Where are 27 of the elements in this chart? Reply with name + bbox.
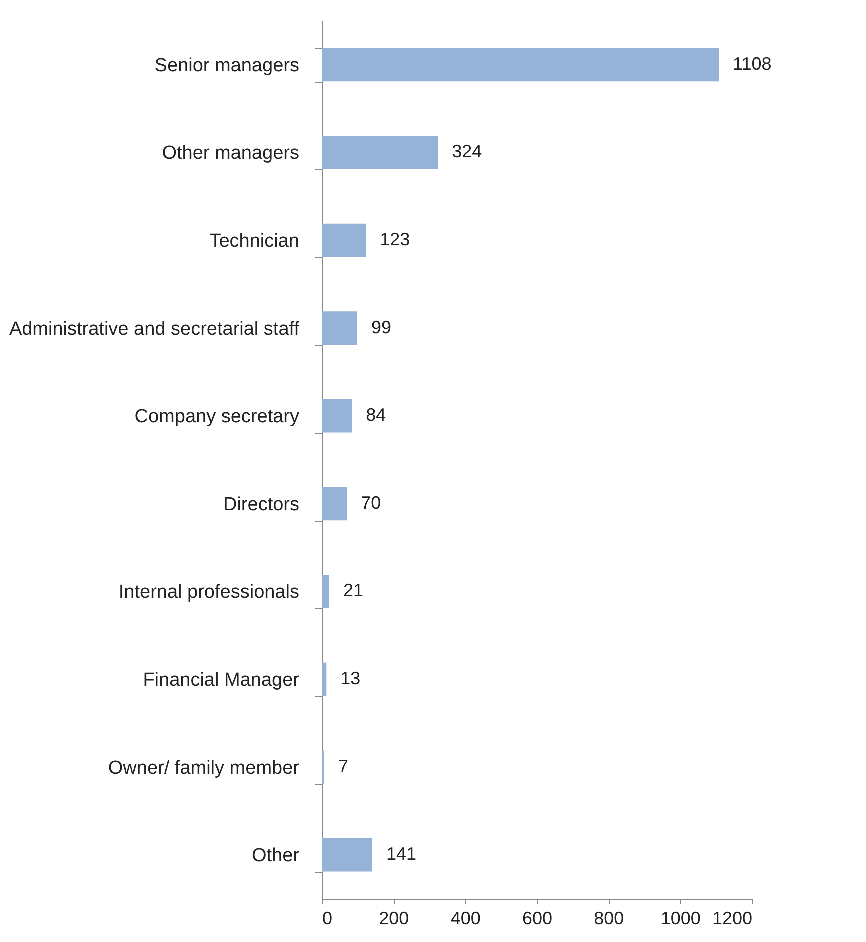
data-label: 324: [452, 142, 482, 162]
y-tick-label: Directors: [223, 494, 300, 516]
x-tick-label: 600: [522, 908, 553, 928]
x-tick-label: 400: [450, 908, 481, 928]
y-tick-label: Administrative and secretarial staff: [9, 318, 300, 340]
data-label: 21: [344, 580, 364, 601]
y-tick-label: Internal professionals: [118, 582, 300, 604]
y-tick-label: Other managers: [162, 143, 300, 164]
y-tick-label: Owner/ family member: [108, 758, 300, 779]
y-tick-label: Senior managers: [154, 55, 300, 76]
y-tick-label: Company secretary: [134, 406, 300, 428]
data-label: 141: [386, 844, 417, 864]
data-label: 123: [380, 230, 410, 250]
data-label: 1108: [733, 54, 772, 74]
x-tick-label: 1000: [660, 908, 701, 928]
y-tick-label: Technician: [210, 231, 300, 252]
data-label: 13: [340, 668, 361, 688]
data-label: 99: [371, 317, 392, 338]
y-tick-label: Financial Manager: [143, 670, 300, 691]
x-tick-label: 0: [322, 908, 333, 928]
data-label: 70: [361, 492, 382, 513]
data-label: 7: [338, 756, 349, 776]
x-tick-label: 1200: [712, 908, 752, 928]
data-label: 84: [366, 405, 386, 426]
y-tick-label: Other: [252, 846, 300, 867]
x-tick-label: 200: [379, 908, 410, 928]
x-tick-label: 800: [594, 908, 624, 928]
